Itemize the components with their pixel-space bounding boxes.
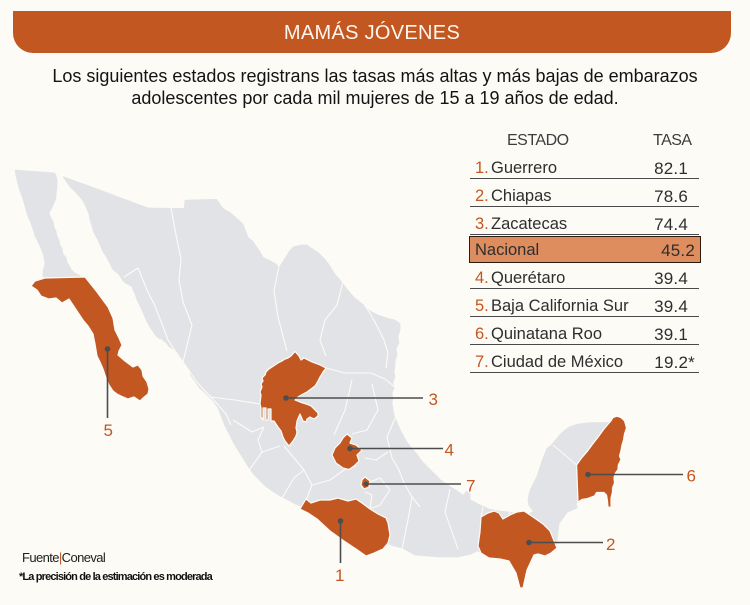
svg-text:6: 6 xyxy=(687,467,696,486)
svg-text:1: 1 xyxy=(335,566,344,585)
svg-text:7: 7 xyxy=(466,477,475,496)
svg-text:2: 2 xyxy=(606,535,615,554)
svg-text:4: 4 xyxy=(445,441,454,460)
svg-text:5: 5 xyxy=(104,421,113,440)
svg-text:3: 3 xyxy=(429,390,438,409)
